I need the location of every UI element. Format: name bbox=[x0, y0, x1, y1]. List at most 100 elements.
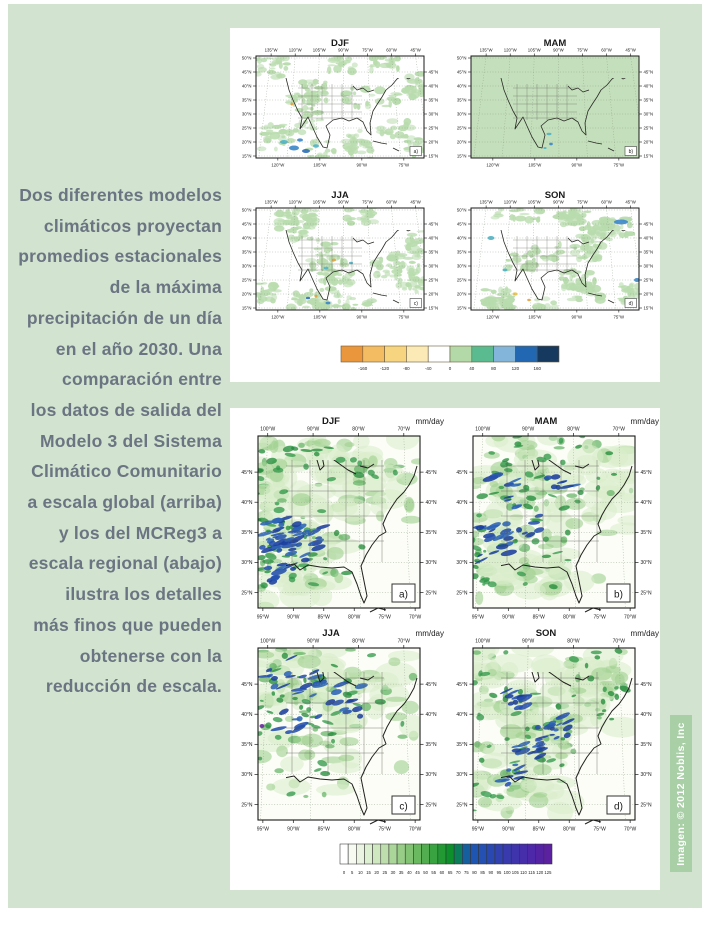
colorbar-tick-label: 70 bbox=[456, 870, 461, 875]
axis-tick-label: 45°N bbox=[457, 70, 467, 75]
caption-line: reducción de escala. bbox=[45, 676, 222, 697]
colorbar-cell bbox=[535, 843, 545, 865]
axis-tick-label: 35°N bbox=[242, 98, 252, 103]
axis-tick-label: 15°N bbox=[644, 306, 654, 311]
axis-tick-label: 90°W bbox=[553, 200, 564, 205]
axis-tick-label: 25°N bbox=[429, 126, 439, 131]
axis-tick-label: 30°N bbox=[644, 112, 654, 117]
colorbar-cell bbox=[427, 345, 451, 363]
colorbar-tick-label: 80 bbox=[491, 366, 497, 371]
caption-line: ilustra los detalles bbox=[65, 584, 222, 605]
caption-line: Modelo 3 del Sistema bbox=[40, 430, 222, 451]
axis-tick-label: 20°N bbox=[457, 140, 467, 145]
colorbar-cell bbox=[493, 345, 516, 363]
colorbar-tick-label: 80 bbox=[472, 870, 477, 875]
axis-tick-label: 105°W bbox=[528, 48, 542, 53]
axis-tick-label: 80°W bbox=[348, 827, 361, 833]
axis-tick-label: 25°N bbox=[641, 590, 653, 596]
axis-tick-label: 25°N bbox=[457, 278, 467, 283]
colorbar-tick-label: 50 bbox=[423, 870, 428, 875]
axis-tick-label: 35°N bbox=[426, 530, 438, 536]
axis-tick-label: 45°N bbox=[457, 222, 467, 227]
caption-line: Climático Comunitario bbox=[31, 461, 222, 482]
axis-tick-label: 120°W bbox=[504, 48, 518, 53]
colorbar-cell bbox=[471, 345, 494, 363]
axis-tick-label: 25°N bbox=[641, 802, 653, 808]
axis-tick-label: 30°N bbox=[241, 772, 253, 778]
axis-tick-label: 15°N bbox=[644, 154, 654, 159]
map-corner-label: b) bbox=[614, 590, 623, 601]
axis-tick-label: 15°N bbox=[242, 154, 252, 159]
axis-tick-label: 90°W bbox=[287, 827, 300, 833]
colorbar-cell bbox=[510, 843, 520, 865]
axis-tick-label: 45°W bbox=[625, 200, 636, 205]
axis-tick-label: 45°W bbox=[410, 200, 421, 205]
global-maps-grid: DJF 135°W 120°W 105°W 90°W 75°W 60°W 45°W 50°N 45… bbox=[230, 34, 660, 338]
colorbar-tick-label: 110 bbox=[520, 870, 527, 875]
axis-tick-label: 40°N bbox=[644, 84, 654, 89]
axis-tick-label: 95°W bbox=[472, 827, 485, 833]
colorbar-tick-label: -160 bbox=[358, 366, 368, 371]
axis-tick-label: 20°N bbox=[242, 140, 252, 145]
colorbar-tick-label: 120 bbox=[512, 366, 520, 371]
map-corner-label: c) bbox=[399, 802, 407, 813]
axis-tick-label: 30°N bbox=[429, 264, 439, 269]
axis-tick-label: 105°W bbox=[528, 200, 542, 205]
anomaly-colorbar: -160 -120 -80 -40 0 40 80 120 160 bbox=[340, 345, 560, 371]
map-corner-label: d) bbox=[629, 301, 634, 307]
caption-line: climáticos proyectan bbox=[43, 215, 222, 236]
colorbar-cell bbox=[449, 345, 473, 363]
caption-line: promedios estacionales bbox=[18, 246, 222, 267]
axis-tick-label: 90°W bbox=[338, 48, 349, 53]
axis-tick-label: 40°N bbox=[641, 500, 653, 506]
axis-tick-label: 60°W bbox=[386, 48, 397, 53]
colorbar-tick-label: 0 bbox=[343, 870, 346, 875]
axis-tick-label: 85°W bbox=[533, 827, 546, 833]
axis-tick-label: 85°W bbox=[318, 827, 331, 833]
axis-tick-label: 90°W bbox=[572, 315, 583, 320]
map-title: DJF bbox=[322, 416, 340, 427]
axis-tick-label: 30°N bbox=[457, 264, 467, 269]
axis-tick-label: 50°N bbox=[242, 56, 252, 61]
axis-tick-label: 35°N bbox=[644, 98, 654, 103]
axis-tick-label: 35°N bbox=[426, 742, 438, 748]
axis-tick-label: 60°W bbox=[386, 200, 397, 205]
map-units-label: mm/day bbox=[631, 417, 659, 426]
axis-tick-label: 60°W bbox=[601, 48, 612, 53]
axis-tick-label: 40°N bbox=[456, 712, 468, 718]
axis-tick-label: 20°N bbox=[457, 292, 467, 297]
colorbar-tick-label: 125 bbox=[544, 870, 552, 875]
global-map-JJA: JJA 135°W 120°W 105°W 90°W 75°W 60°W 45°W 50°N 45… bbox=[242, 190, 439, 320]
axis-tick-label: 75°W bbox=[614, 163, 625, 168]
axis-tick-label: 120°W bbox=[486, 315, 500, 320]
colorbar-tick-label: 30 bbox=[391, 870, 396, 875]
axis-tick-label: 120°W bbox=[271, 315, 285, 320]
axis-tick-label: 40°N bbox=[242, 236, 252, 241]
colorbar-cell bbox=[445, 843, 455, 865]
axis-tick-label: 40°N bbox=[457, 236, 467, 241]
axis-tick-label: 70°W bbox=[613, 639, 626, 645]
caption-line: Dos diferentes modelos bbox=[19, 185, 222, 205]
colorbar-cell bbox=[527, 843, 536, 865]
axis-tick-label: 40°N bbox=[426, 500, 438, 506]
axis-tick-label: 75°W bbox=[379, 827, 392, 833]
caption-line: y los del MCReg3 a bbox=[58, 522, 222, 543]
colorbar-cell bbox=[486, 843, 496, 865]
axis-tick-label: 30°N bbox=[641, 772, 653, 778]
axis-tick-label: 70°W bbox=[409, 827, 422, 833]
axis-tick-label: 100°W bbox=[260, 639, 275, 645]
colorbar-tick-label: 40 bbox=[407, 870, 412, 875]
regional-map-cell-MAM: MAM mm/day 100°W 90°W 80°W 70°W 45°N 40°N 35°N 30… bbox=[445, 412, 660, 624]
precipitation-colorbar: 0 5 10 15 20 25 30 35 40 45 50 55 60 65 70 75 80 85 90 95 10… bbox=[339, 843, 553, 875]
axis-tick-label: 135°W bbox=[480, 48, 494, 53]
axis-tick-label: 35°N bbox=[641, 742, 653, 748]
axis-tick-label: 95°W bbox=[257, 827, 270, 833]
regional-map-SON: SON mm/day 100°W 90°W 80°W 70°W 45°N 40°N 35°N 30… bbox=[456, 628, 659, 833]
axis-tick-label: 105°W bbox=[528, 315, 542, 320]
colorbar-tick-label: 0 bbox=[449, 366, 452, 371]
colorbar-tick-label: 15 bbox=[366, 870, 371, 875]
caption-line: de la máxima bbox=[109, 277, 222, 298]
caption-line: escala regional (abajo) bbox=[28, 553, 222, 574]
axis-tick-label: 45°N bbox=[644, 70, 654, 75]
axis-tick-label: 35°N bbox=[241, 742, 253, 748]
